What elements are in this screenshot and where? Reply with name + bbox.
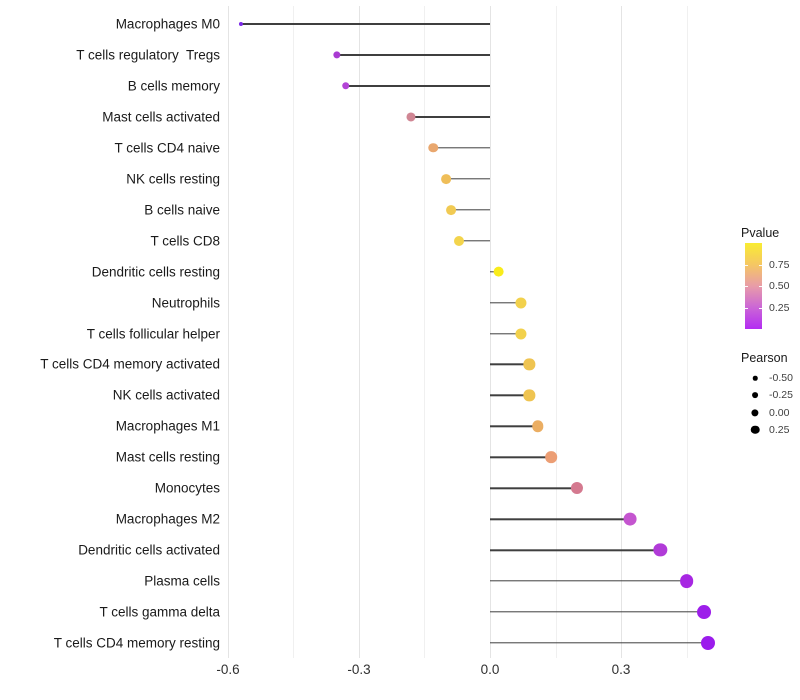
lollipop-stick [490,580,687,582]
major-gridline [621,6,622,658]
lollipop-stick [490,425,539,428]
lollipop-stick [490,518,630,520]
lollipop-dot [333,51,341,59]
lollipop-dot [454,235,465,246]
pvalue-bar-tick [759,286,762,287]
lollipop-stick [490,456,552,458]
category-label: T cells CD4 memory activated [40,356,220,372]
category-label: Macrophages M0 [115,16,220,32]
category-label: Dendritic cells activated [78,542,220,558]
category-label: T cells CD4 naive [114,140,220,156]
minor-gridline [293,6,295,658]
lollipop-stick [345,84,490,87]
pvalue-bar-tick [745,264,748,266]
lollipop-stick [337,53,490,56]
lollipop-dot [515,296,527,309]
pearson-legend-title: Pearson [741,351,788,365]
major-gridline [358,6,360,658]
pearson-size-label: 0.00 [769,406,790,419]
lollipop-dot [239,21,244,27]
pvalue-tick-label: 0.25 [769,301,790,314]
lollipop-dot [523,389,535,402]
lollipop-dot [441,173,452,184]
lollipop-dot [493,266,505,277]
pearson-size-dot [752,375,758,381]
lollipop-dot [515,327,527,340]
lollipop-stick [490,487,578,489]
lollipop-stick [490,394,530,397]
lollipop-dot [701,636,716,650]
pvalue-gradient-bar [745,243,762,329]
x-axis-tick-label: 0.3 [611,662,631,677]
x-axis-tick-label: 0.0 [480,662,500,677]
lollipop-stick [433,147,490,149]
pearson-size-label: -0.50 [769,372,793,384]
lollipop-dot [679,574,694,588]
major-gridline [490,6,491,658]
minor-gridline [555,6,557,658]
category-label: Mast cells activated [102,109,220,125]
lollipop-dot [653,543,667,557]
lollipop-stick [446,178,490,180]
minor-gridline [424,6,426,658]
category-label: B cells naive [144,202,220,218]
category-label: Macrophages M1 [115,418,220,434]
lollipop-stick [490,363,530,366]
category-label: Plasma cells [144,573,220,589]
pvalue-bar-tick [745,307,748,309]
lollipop-dot [406,112,416,122]
lollipop-stick [241,23,490,25]
category-label: Mast cells resting [115,449,220,465]
category-label: NK cells resting [126,171,220,187]
lollipop-stick [490,332,521,335]
lollipop-stick [490,301,521,304]
lollipop-dot [523,358,535,371]
lollipop-dot [342,82,350,90]
pvalue-bar-tick [759,307,762,309]
category-label: B cells memory [127,78,220,94]
pearson-size-label: 0.25 [769,423,790,436]
lollipop-dot [697,605,711,620]
lollipop-stick [459,239,490,242]
x-axis-tick-label: -0.3 [347,662,371,677]
category-label: T cells follicular helper [86,326,220,341]
lollipop-stick [490,549,661,551]
pvalue-legend-title: Pvalue [741,226,780,240]
pvalue-tick-label: 0.50 [769,280,790,292]
category-label: T cells regulatory Tregs [76,47,220,63]
pearson-size-dot [752,392,758,399]
category-label: T cells CD4 memory resting [53,635,220,651]
pearson-size-label: -0.25 [769,389,793,402]
lollipop-dot [445,204,456,215]
lollipop-stick [490,611,704,613]
category-label: NK cells activated [112,387,220,403]
category-label: Neutrophils [151,295,220,311]
lollipop-stick [490,642,709,644]
pearson-size-dot [750,425,760,435]
x-axis-tick-label: -0.6 [216,662,240,677]
pearson-size-dot [751,409,759,417]
pvalue-tick-label: 0.75 [769,258,790,271]
category-label: Dendritic cells resting [91,264,220,280]
lollipop-dot [532,420,544,433]
minor-gridline [686,6,688,658]
category-label: T cells CD8 [150,233,220,249]
category-label: Macrophages M2 [115,511,220,527]
lollipop-dot [545,451,557,464]
lollipop-stick [450,208,490,211]
lollipop-dot [428,143,438,153]
pvalue-bar-tick [759,264,762,266]
lollipop-dot [623,512,637,526]
major-gridline [227,6,229,658]
pvalue-bar-tick [745,286,748,287]
lollipop-stick [411,115,490,118]
lollipop-dot [571,482,584,495]
category-label: Monocytes [154,480,220,496]
category-label: T cells gamma delta [99,604,220,620]
